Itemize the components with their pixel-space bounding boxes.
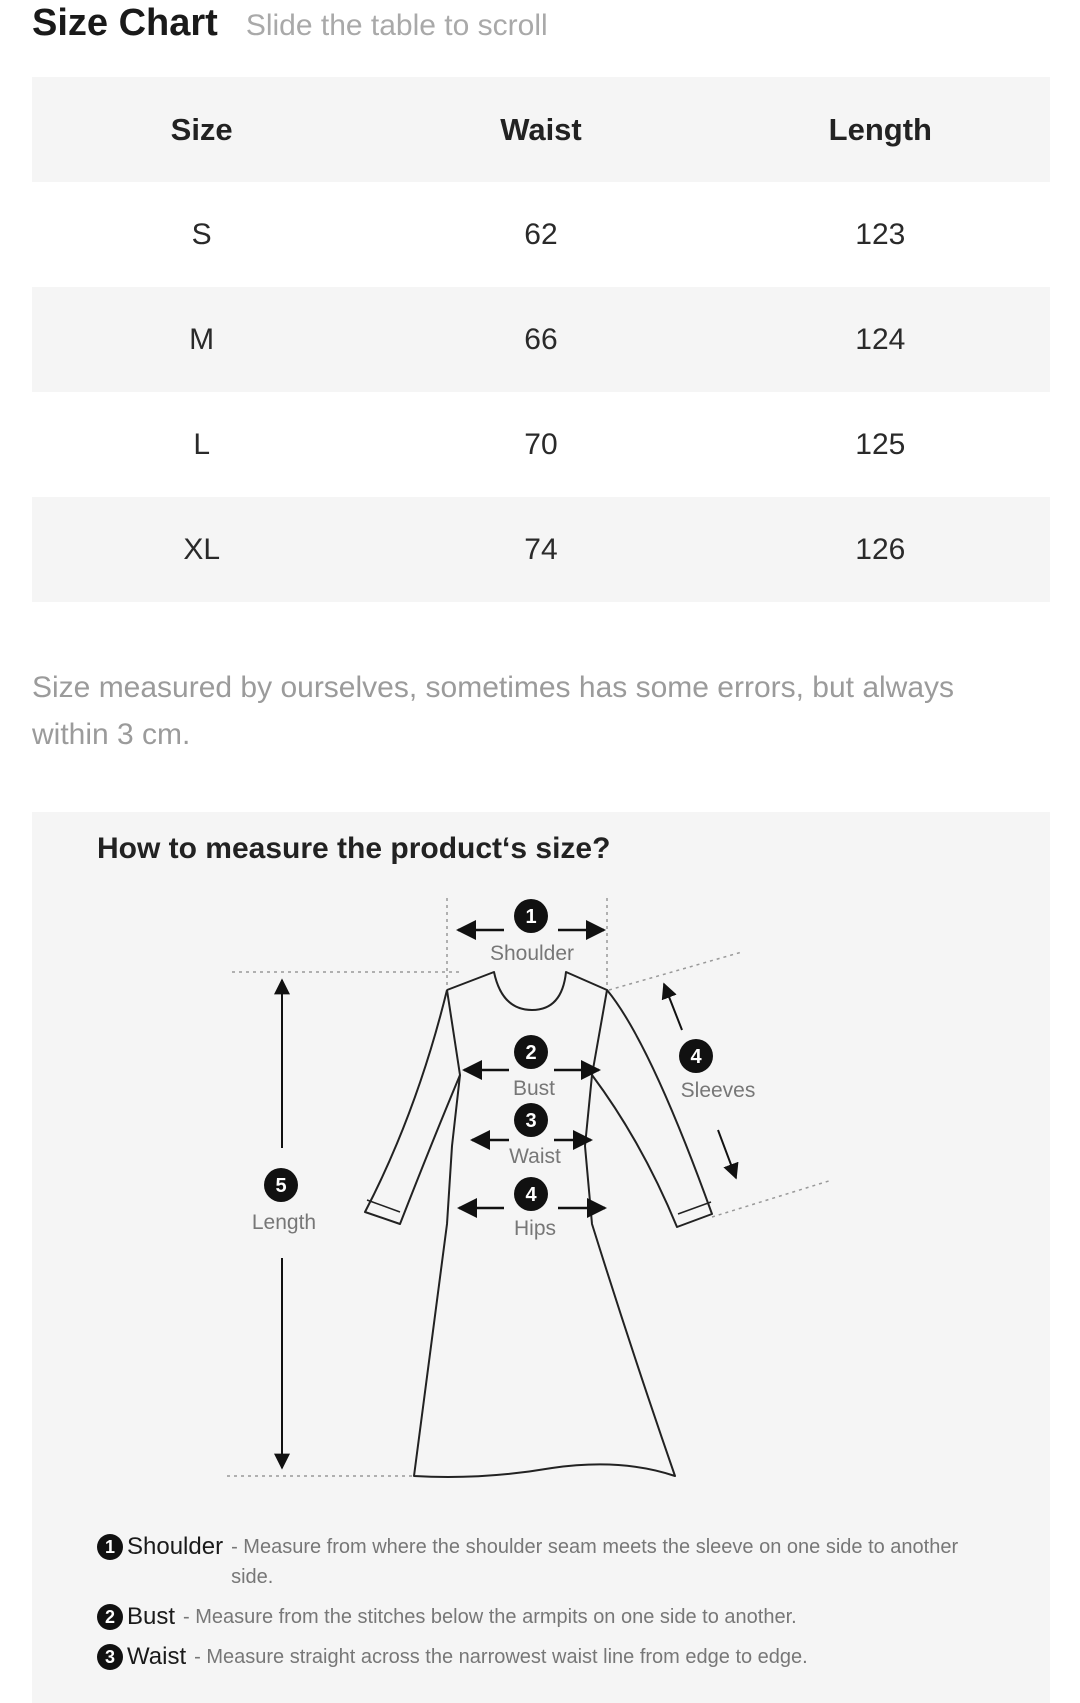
size-cell: L xyxy=(193,427,210,461)
size-table[interactable]: Size Waist Length S 62 123 M 66 124 L 70… xyxy=(32,77,1050,602)
svg-text:1: 1 xyxy=(525,906,536,928)
measure-guide-title: How to measure the product‘s size? xyxy=(97,832,611,865)
waist-cell: 66 xyxy=(524,322,558,356)
length-label: Length xyxy=(252,1211,316,1234)
legend-desc: - Measure from the stitches below the ar… xyxy=(183,1606,797,1628)
size-cell: XL xyxy=(183,532,221,566)
number-badge: 1 xyxy=(97,1534,123,1560)
length-cell: 125 xyxy=(855,427,906,461)
column-header-waist: Waist xyxy=(500,111,582,147)
legend-item-shoulder: 1 Shoulder - Measure from where the shou… xyxy=(97,1532,997,1592)
table-row: M 66 124 xyxy=(32,287,1050,392)
column-header-size: Size xyxy=(170,111,233,147)
svg-text:4: 4 xyxy=(525,1184,537,1206)
length-cell: 126 xyxy=(855,532,906,566)
table-header-row: Size Waist Length xyxy=(32,77,1050,182)
number-badge: 3 xyxy=(97,1644,123,1670)
legend-desc: - Measure from where the shoulder seam m… xyxy=(231,1536,959,1588)
table-row: S 62 123 xyxy=(32,182,1050,287)
legend-desc: - Measure straight across the narrowest … xyxy=(194,1646,808,1668)
shoulder-label: Shoulder xyxy=(490,942,574,965)
hips-label: Hips xyxy=(514,1217,556,1240)
length-cell: 123 xyxy=(855,217,906,251)
size-cell: M xyxy=(189,322,215,356)
svg-text:3: 3 xyxy=(525,1110,536,1132)
waist-label: Waist xyxy=(509,1145,561,1168)
legend-name: Shoulder xyxy=(127,1533,224,1560)
bust-label: Bust xyxy=(513,1077,555,1100)
length-cell: 124 xyxy=(855,322,906,356)
waist-cell: 70 xyxy=(524,427,558,461)
measure-guide-panel: How to measure the product‘s size? xyxy=(32,812,1050,1703)
svg-text:2: 2 xyxy=(525,1042,536,1064)
scroll-hint: Slide the table to scroll xyxy=(245,9,548,42)
legend-name: Waist xyxy=(127,1643,187,1670)
table-row: L 70 125 xyxy=(32,392,1050,497)
svg-text:4: 4 xyxy=(690,1046,702,1068)
waist-cell: 74 xyxy=(524,532,558,566)
column-header-length: Length xyxy=(828,111,932,147)
table-row: XL 74 126 xyxy=(32,497,1050,602)
measure-legend: 1 Shoulder - Measure from where the shou… xyxy=(97,1532,997,1682)
legend-item-bust: 2 Bust - Measure from the stitches below… xyxy=(97,1602,997,1632)
legend-name: Bust xyxy=(127,1603,176,1630)
measurement-note: Size measured by ourselves, sometimes ha… xyxy=(32,671,955,751)
number-badge: 2 xyxy=(97,1604,123,1630)
waist-cell: 62 xyxy=(524,217,558,251)
svg-text:5: 5 xyxy=(275,1175,286,1197)
size-cell: S xyxy=(191,217,212,251)
sleeves-label: Sleeves xyxy=(681,1079,756,1102)
legend-item-waist: 3 Waist - Measure straight across the na… xyxy=(97,1642,997,1672)
dress-measurement-diagram: 1 Shoulder 2 Bust 3 Waist 4 Hips 4 Sleev… xyxy=(227,898,833,1478)
size-chart-header: Size Chart Slide the table to scroll xyxy=(32,0,548,48)
page-title: Size Chart xyxy=(32,2,218,44)
